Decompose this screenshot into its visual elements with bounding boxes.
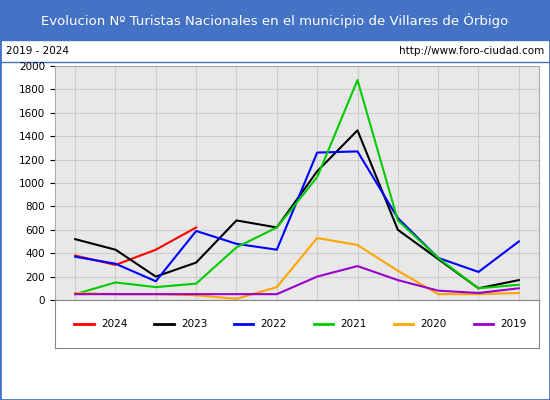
Text: 2019: 2019 <box>500 319 527 329</box>
Text: 2023: 2023 <box>181 319 207 329</box>
Text: 2024: 2024 <box>101 319 128 329</box>
Text: 2020: 2020 <box>420 319 447 329</box>
Text: 2022: 2022 <box>261 319 287 329</box>
Text: 2019 - 2024: 2019 - 2024 <box>6 46 69 56</box>
Text: http://www.foro-ciudad.com: http://www.foro-ciudad.com <box>399 46 544 56</box>
Text: Evolucion Nº Turistas Nacionales en el municipio de Villares de Órbigo: Evolucion Nº Turistas Nacionales en el m… <box>41 12 509 28</box>
Text: 2021: 2021 <box>340 319 367 329</box>
